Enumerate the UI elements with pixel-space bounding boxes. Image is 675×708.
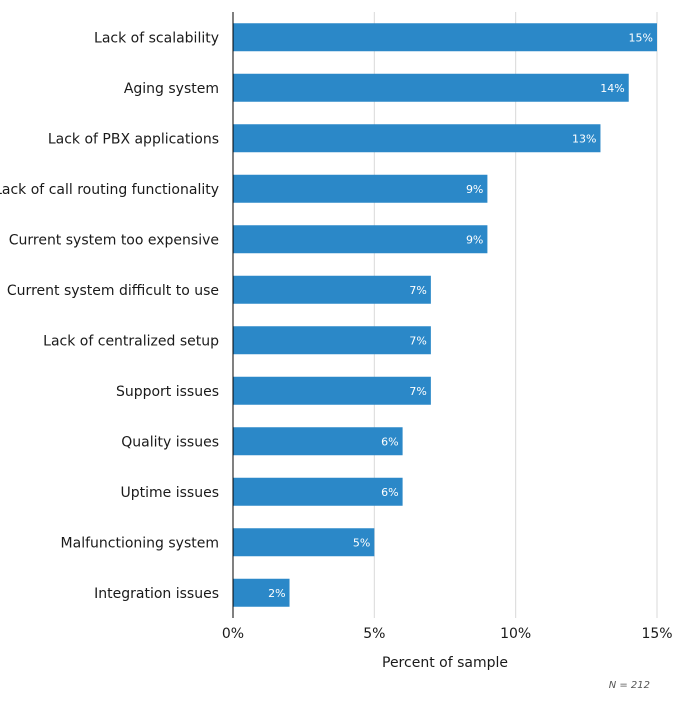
bar	[233, 174, 488, 203]
bar	[233, 477, 403, 506]
category-label: Quality issues	[121, 434, 219, 450]
bar	[233, 528, 375, 557]
category-label: Lack of scalability	[94, 30, 219, 46]
bar	[233, 23, 657, 52]
value-labels: 15% 14% 13% 9% 9% 7% 7% 7% 6% 6% 5% 2%	[268, 31, 653, 600]
data-label: 13%	[572, 132, 596, 145]
data-label: 9%	[466, 233, 483, 246]
x-tick-label: 10%	[500, 626, 531, 642]
bar	[233, 427, 403, 456]
x-tick-label: 15%	[641, 626, 672, 642]
data-label: 7%	[409, 334, 426, 347]
bar	[233, 73, 629, 102]
category-label: Support issues	[116, 384, 219, 400]
bars	[233, 23, 657, 607]
category-label: Aging system	[124, 81, 219, 97]
category-label: Uptime issues	[121, 485, 219, 501]
category-label: Lack of PBX applications	[48, 131, 219, 147]
x-axis-title: Percent of sample	[382, 655, 508, 671]
category-label: Current system difficult to use	[7, 283, 219, 299]
category-label: Lack of call routing functionality	[0, 182, 219, 198]
x-tick-label: 5%	[363, 626, 385, 642]
data-label: 2%	[268, 587, 285, 600]
bar	[233, 124, 601, 153]
data-label: 9%	[466, 183, 483, 196]
sample-size-note: N = 212	[609, 680, 650, 691]
data-label: 7%	[409, 385, 426, 398]
x-tick-labels: 0% 5% 10% 15%	[222, 626, 673, 642]
category-label: Lack of centralized setup	[43, 333, 219, 349]
data-label: 6%	[381, 435, 398, 448]
gridlines	[373, 12, 658, 618]
category-labels: Lack of scalability Aging system Lack of P…	[0, 30, 219, 602]
x-tick-label: 0%	[222, 626, 244, 642]
data-label: 5%	[353, 536, 370, 549]
bar	[233, 326, 431, 355]
bar	[233, 376, 431, 405]
bar	[233, 275, 431, 304]
bar	[233, 578, 290, 607]
category-label: Malfunctioning system	[61, 535, 219, 551]
data-label: 14%	[600, 82, 624, 95]
bar	[233, 225, 488, 254]
data-label: 15%	[629, 31, 653, 44]
data-label: 7%	[409, 284, 426, 297]
category-label: Current system too expensive	[9, 232, 219, 248]
category-label: Integration issues	[94, 586, 219, 602]
data-label: 6%	[381, 486, 398, 499]
